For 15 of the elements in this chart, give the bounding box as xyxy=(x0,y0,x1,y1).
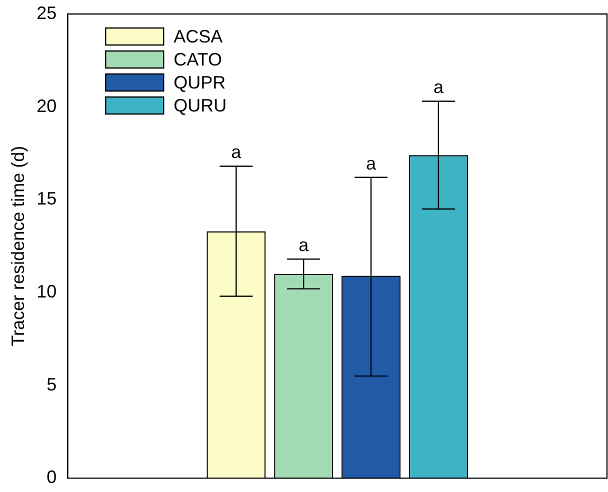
y-tick-label: 0 xyxy=(46,467,57,488)
y-axis-title: Tracer residence time (d) xyxy=(8,146,28,346)
legend-label: QUPR xyxy=(174,72,226,92)
annotation: a xyxy=(231,142,242,162)
annotation: a xyxy=(366,153,378,174)
legend-label: QURU xyxy=(174,95,227,116)
legend-label: CATO xyxy=(174,49,222,70)
y-tick-label: 10 xyxy=(36,281,57,302)
legend-label: ACSA xyxy=(174,26,223,46)
annotation: a xyxy=(433,77,444,98)
y-tick-label: 15 xyxy=(36,188,57,209)
y-tick-label: 25 xyxy=(36,2,57,23)
y-tick-label: 20 xyxy=(36,96,57,116)
annotation: a xyxy=(298,235,310,256)
y-tick-label: 5 xyxy=(46,374,57,394)
